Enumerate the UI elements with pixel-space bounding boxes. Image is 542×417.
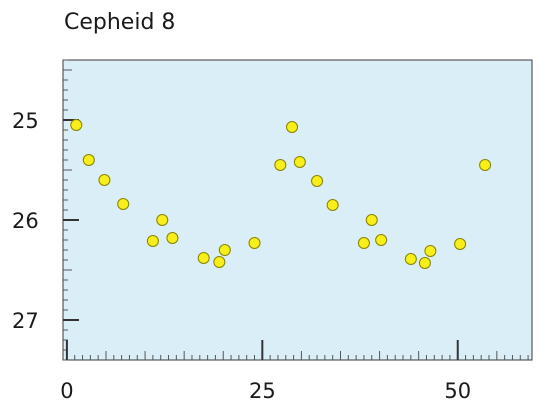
data-point <box>274 159 287 171</box>
data-point <box>311 175 324 187</box>
data-point <box>404 253 417 265</box>
x-tick-label: 25 <box>249 379 276 403</box>
data-point <box>424 245 437 257</box>
tick-labels: 0 25 50 25 26 27 <box>12 109 471 403</box>
data-point <box>375 234 388 246</box>
x-tick-label: 0 <box>60 379 73 403</box>
data-point <box>156 214 169 226</box>
data-point <box>166 232 179 244</box>
y-tick-label: 25 <box>12 109 39 133</box>
data-point <box>286 121 299 133</box>
x-tick-label: 50 <box>444 379 471 403</box>
data-point <box>365 214 378 226</box>
data-point <box>197 252 210 264</box>
data-point <box>326 199 339 211</box>
y-tick-label: 26 <box>12 209 39 233</box>
data-points <box>70 119 492 269</box>
data-point <box>82 154 95 166</box>
data-point <box>357 237 370 249</box>
data-point <box>454 238 467 250</box>
data-point <box>213 256 226 268</box>
minor-ticks <box>63 59 529 361</box>
data-point <box>479 159 492 171</box>
data-point <box>98 174 111 186</box>
data-point <box>70 119 83 131</box>
plot-area <box>62 59 533 361</box>
data-point <box>293 156 306 168</box>
data-point <box>117 198 130 210</box>
data-point <box>418 257 431 269</box>
data-point <box>218 244 231 256</box>
y-tick-label: 27 <box>12 309 39 333</box>
data-point <box>146 235 159 247</box>
chart-title: Cepheid 8 <box>64 10 176 35</box>
data-point <box>248 237 261 249</box>
